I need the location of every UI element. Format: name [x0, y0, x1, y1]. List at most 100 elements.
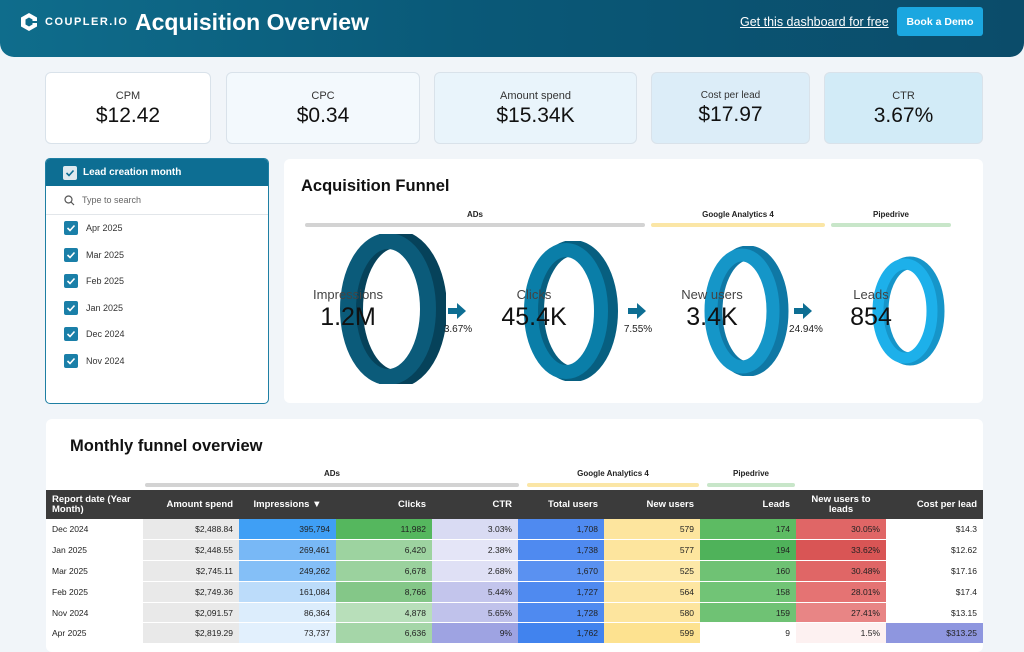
table-row: Mar 2025 $2,745.11 249,262 6,678 2.68% 1,670 5…: [46, 560, 983, 582]
table-cell: 395,794: [239, 519, 336, 541]
kpi-value: $0.34: [296, 104, 350, 127]
monthly-table: Report date (Year Month) Amount spend Im…: [46, 490, 983, 645]
table-cell: Mar 2025: [46, 560, 143, 582]
filter-option[interactable]: Apr 2025: [46, 215, 268, 242]
table-cell: $2,819.29: [143, 622, 239, 645]
impressions-ring: [340, 234, 446, 384]
table-cell: Dec 2024: [46, 519, 143, 541]
column-header-cost-per-lead[interactable]: Cost per lead: [886, 490, 983, 519]
table-cell: $313.25: [886, 622, 983, 645]
arrow-right-icon: [628, 303, 646, 319]
table-row: Dec 2024 $2,488.84 395,794 11,982 3.03% 1,708…: [46, 519, 983, 541]
filter-option-checkbox[interactable]: [64, 327, 78, 342]
table-cell: 11,982: [336, 519, 432, 541]
table-cell: $2,448.55: [143, 539, 239, 562]
conversion-rate-users-leads: 24.94%: [789, 324, 823, 335]
check-icon: [66, 357, 76, 365]
table-row: Jan 2025 $2,448.55 269,461 6,420 2.38% 1,738 5…: [46, 539, 983, 562]
table-cell: 161,084: [239, 581, 336, 603]
table-cell: 30.48%: [796, 560, 886, 582]
column-header-clicks[interactable]: Clicks: [336, 490, 432, 519]
table-cell: $17.16: [886, 560, 983, 582]
table-cell: 158: [700, 581, 796, 603]
kpi-card-cost-per-lead: Cost per lead $17.97: [651, 72, 810, 144]
filter-option[interactable]: Dec 2024: [46, 321, 268, 348]
filter-option-checkbox[interactable]: [64, 247, 78, 262]
table-cell: 577: [604, 539, 700, 562]
header: COUPLER.IO Acquisition Overview Get this…: [0, 0, 1024, 57]
table-cell: 269,461: [239, 539, 336, 562]
book-demo-button[interactable]: Book a Demo: [897, 7, 983, 36]
column-header-leads[interactable]: Leads: [700, 490, 796, 519]
kpi-label: Amount spend: [500, 90, 571, 102]
table-cell: 73,737: [239, 622, 336, 645]
impressions-label: Impressions: [312, 287, 384, 302]
table-cell: $14.3: [886, 519, 983, 541]
check-icon: [66, 304, 76, 312]
filter-option[interactable]: Nov 2024: [46, 348, 268, 375]
filter-option[interactable]: Jan 2025: [46, 295, 268, 322]
filter-option-checkbox[interactable]: [64, 221, 78, 236]
table-cell: 580: [604, 602, 700, 624]
kpi-card-cpm: CPM $12.42: [45, 72, 211, 144]
table-cell: 1,670: [518, 560, 604, 582]
column-header-amount-spend[interactable]: Amount spend: [143, 490, 239, 519]
table-row: Apr 2025 $2,819.29 73,737 6,636 9% 1,762 599 9 1…: [46, 622, 983, 645]
table-cell: 159: [700, 602, 796, 624]
table-cell: 194: [700, 539, 796, 562]
table-cell: 1,728: [518, 602, 604, 624]
kpi-card-ctr: CTR 3.67%: [824, 72, 983, 144]
column-header-ctr[interactable]: CTR: [432, 490, 518, 519]
table-cell: $2,749.36: [143, 581, 239, 603]
table-cell: 579: [604, 519, 700, 541]
logo-text: COUPLER.IO: [45, 16, 129, 28]
funnel-group-bar-pipedrive: [831, 223, 951, 227]
table-cell: 86,364: [239, 602, 336, 624]
table-cell: 1.5%: [796, 622, 886, 645]
table-group-label-ads: ADs: [323, 469, 340, 478]
kpi-label: CTR: [892, 90, 915, 102]
table-cell: 249,262: [239, 560, 336, 582]
table-cell: 174: [700, 519, 796, 541]
table-group-bar-ga4: [527, 483, 699, 487]
column-header-impressions[interactable]: Impressions ▼: [239, 490, 336, 519]
coupler-logo[interactable]: COUPLER.IO: [18, 11, 128, 33]
table-cell: 33.62%: [796, 539, 886, 562]
leads-value: 854: [850, 303, 892, 331]
kpi-value: $12.42: [95, 104, 161, 127]
impressions-value: 1.2M: [320, 303, 376, 331]
arrow-right-icon: [794, 303, 812, 319]
table-cell: 27.41%: [796, 602, 886, 624]
column-header-new-users-to-leads[interactable]: New users to leads: [796, 490, 886, 519]
filter-option-label: Nov 2024: [86, 355, 125, 366]
get-dashboard-link[interactable]: Get this dashboard for free: [740, 15, 889, 29]
new-users-value: 3.4K: [686, 303, 738, 331]
select-all-checkbox[interactable]: [63, 165, 77, 180]
kpi-value: $15.34K: [496, 104, 575, 127]
kpi-value: $17.97: [698, 103, 763, 126]
filter-option-label: Mar 2025: [86, 249, 125, 260]
funnel-group-label-ga4: Google Analytics 4: [702, 210, 774, 219]
table-cell: 1,738: [518, 539, 604, 562]
table-row: Feb 2025 $2,749.36 161,084 8,766 5.44% 1,727 5…: [46, 581, 983, 603]
column-header-total-users[interactable]: Total users: [518, 490, 604, 519]
filter-option-checkbox[interactable]: [64, 300, 78, 315]
table-cell: 6,636: [336, 622, 432, 645]
filter-option-checkbox[interactable]: [64, 353, 78, 368]
filter-option-checkbox[interactable]: [64, 274, 78, 289]
column-header-new-users[interactable]: New users: [604, 490, 700, 519]
table-cell: Jan 2025: [46, 539, 143, 562]
filter-header[interactable]: Lead creation month: [46, 159, 268, 186]
filter-option-label: Feb 2025: [86, 276, 125, 287]
funnel-group-label-pipedrive: Pipedrive: [872, 210, 909, 219]
table-cell: 30.05%: [796, 519, 886, 541]
filter-search[interactable]: Type to search: [46, 186, 268, 215]
table-cell: 525: [604, 560, 700, 582]
column-header-report-date[interactable]: Report date (Year Month): [46, 490, 143, 519]
filter-header-label: Lead creation month: [83, 167, 182, 178]
filter-option[interactable]: Mar 2025: [46, 242, 268, 269]
table-cell: $17.4: [886, 581, 983, 603]
funnel-group-bar-ga4: [651, 223, 825, 227]
filter-option[interactable]: Feb 2025: [46, 268, 268, 295]
table-cell: 8,766: [336, 581, 432, 603]
